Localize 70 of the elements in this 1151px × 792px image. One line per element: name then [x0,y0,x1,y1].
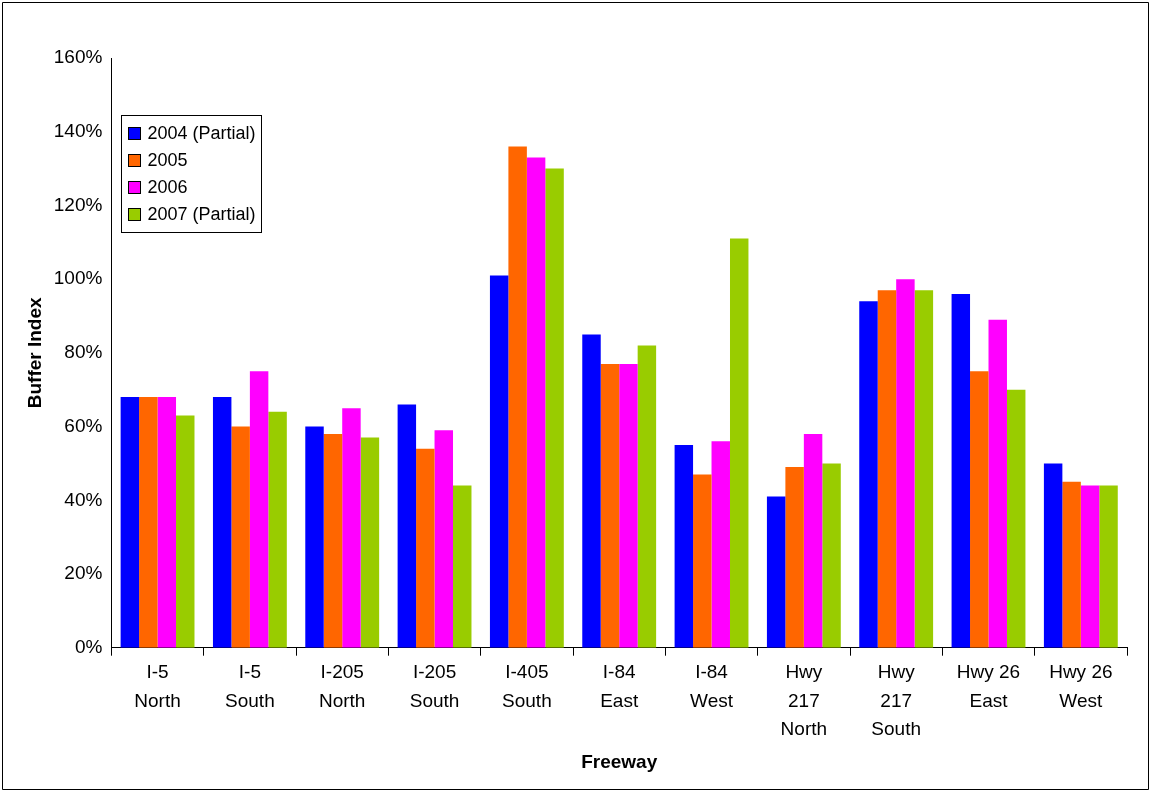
bar [434,430,454,648]
y-tick-label: 100% [53,267,103,289]
x-tick-label: I-205 North [318,661,366,711]
y-tick-label: 40% [64,488,103,510]
y-tick-label: 60% [64,414,103,436]
bar [453,485,472,648]
bar [212,397,232,648]
bar [600,363,620,648]
bar [988,319,1007,648]
bar [176,415,195,648]
bar [729,238,749,648]
x-tick-label: I-84 West [690,661,734,711]
x-tick-label: I-84 East [600,661,639,711]
y-axis-title: Buffer Index [23,297,45,409]
bar [951,293,971,648]
bar [619,363,638,648]
x-tick-label: I-205 South [409,661,460,711]
bar [360,437,380,648]
legend-label: 2006 [147,176,188,199]
bar [637,345,657,648]
bar [896,279,915,648]
y-tick-label: 160% [53,46,103,68]
bar [970,371,989,648]
bar [859,301,878,648]
bar [120,397,140,648]
bar [766,496,786,648]
bar [1099,485,1118,648]
bar [416,448,435,648]
bar [323,433,343,648]
bar [526,157,546,648]
bar [711,441,730,648]
x-tick-label: I-5 North [134,661,181,711]
y-tick-label: 20% [64,562,103,584]
bar [803,433,823,648]
x-tick-label: I-405 South [502,661,552,711]
bar [914,290,934,648]
x-tick-label: Hwy 26 East [956,661,1021,711]
bar [1043,463,1063,648]
bar [582,334,601,648]
bar [822,463,841,648]
bar [545,168,564,648]
x-tick-label: Hwy 217 North [780,661,828,740]
bar [508,146,527,648]
bar [305,426,324,648]
bar [231,426,250,648]
bar [1080,485,1100,648]
bar [342,408,361,648]
bar [785,467,804,648]
bar [157,397,177,648]
bar [489,275,509,648]
y-tick-label: 140% [53,119,103,141]
legend-label: 2007 (Partial) [147,203,256,226]
bar [1062,481,1081,648]
legend-label: 2004 (Partial) [147,122,256,145]
bar [397,404,417,648]
y-tick-label: 120% [53,193,103,215]
x-tick-label: Hwy 26 West [1049,661,1113,711]
y-tick-label: 0% [74,635,103,657]
legend-label: 2005 [147,149,188,172]
bar [139,397,158,648]
bar [268,411,287,648]
y-tick-label: 80% [64,341,103,363]
bar [877,290,897,648]
bar [693,474,712,648]
x-tick-label: I-5 South [225,661,275,711]
x-axis-title: Freeway [581,750,658,772]
x-tick-label: Hwy 217 South [871,661,922,740]
bar [674,444,694,648]
bar [1006,389,1026,648]
bar [249,371,269,648]
